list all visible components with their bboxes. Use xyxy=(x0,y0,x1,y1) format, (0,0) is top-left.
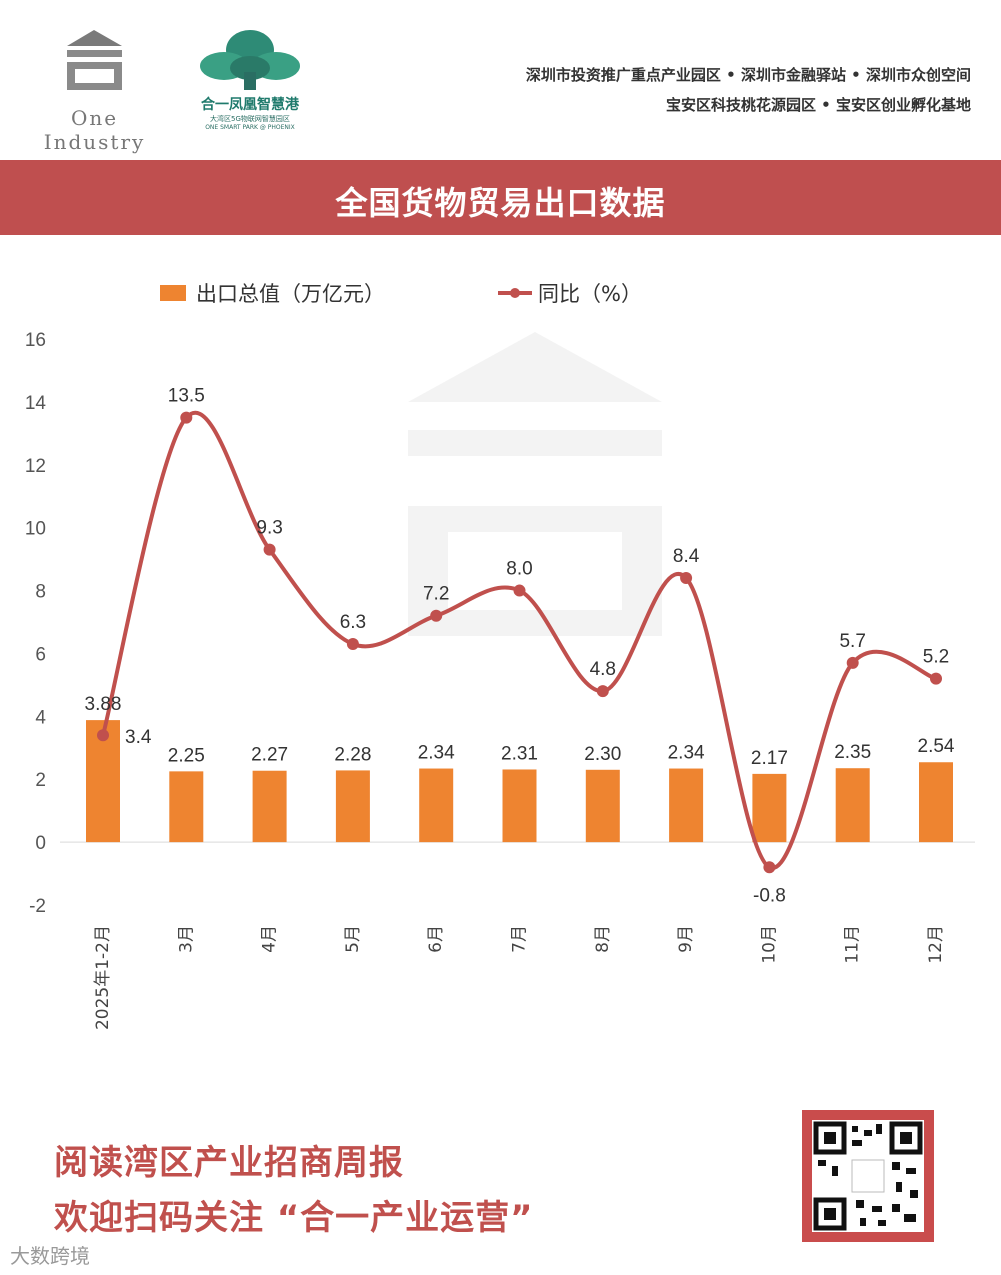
tree-icon xyxy=(200,30,300,90)
yoy-data-label: 4.8 xyxy=(590,659,616,680)
yoy-point xyxy=(680,571,693,584)
y-tick-label: 4 xyxy=(35,707,46,728)
x-tick-label: 2025年1-2月 xyxy=(93,925,113,1030)
export-value-bar xyxy=(669,768,704,843)
x-tick-label: 10月 xyxy=(759,925,779,964)
y-tick-label: 0 xyxy=(35,833,46,854)
export-value-bar xyxy=(169,771,204,843)
bar-data-label: 3.88 xyxy=(85,694,122,715)
tagline-line-1: 深圳市投资推广重点产业园区 • 深圳市金融驿站 • 深圳市众创空间 xyxy=(525,66,971,84)
qr-code-pattern xyxy=(812,1120,924,1232)
export-value-bar xyxy=(835,768,870,843)
bar-data-label: 2.34 xyxy=(418,743,455,764)
x-tick-label: 9月 xyxy=(676,925,696,953)
tagline-line-2: 宝安区科技桃花源园区 • 宝安区创业孵化基地 xyxy=(665,96,971,114)
yoy-point xyxy=(97,729,109,742)
chart-area: -2 0 2 4 6 8 10 12 14 16 2025年1-2月 3月 4月 5月 6月 7月 8月 9月 10… xyxy=(25,330,975,1030)
export-value-bar xyxy=(919,762,953,843)
yoy-point xyxy=(346,638,359,651)
export-value-bar xyxy=(502,769,537,843)
qr-code[interactable] xyxy=(802,1110,934,1242)
y-tick-label: -2 xyxy=(29,896,46,917)
yoy-point xyxy=(263,543,276,556)
yoy-growth-line xyxy=(101,411,937,870)
export-value-bar xyxy=(419,768,454,843)
background-watermark xyxy=(408,332,662,636)
y-tick-label: 14 xyxy=(25,393,47,414)
x-tick-label: 6月 xyxy=(426,925,446,953)
phoenix-park-logo: 合一凤凰智慧港 大湾区5G物联网智慧园区 ONE SMART PARK @ PH… xyxy=(196,28,306,138)
export-value-bar xyxy=(252,770,287,843)
yoy-point xyxy=(596,685,609,698)
phoenix-park-english: ONE SMART PARK @ PHOENIX xyxy=(205,124,295,131)
bar-data-label: 2.17 xyxy=(751,748,788,769)
title-banner: 全国货物贸易出口数据 xyxy=(0,160,1001,235)
qr-icon xyxy=(813,1121,923,1231)
y-tick-label: 2 xyxy=(35,770,46,791)
chart-title: 全国货物贸易出口数据 xyxy=(335,184,666,222)
y-tick-label: 10 xyxy=(25,519,46,540)
x-tick-label: 3月 xyxy=(176,925,196,953)
bar-data-label: 2.28 xyxy=(334,744,371,765)
yoy-data-label: 8.4 xyxy=(673,546,700,567)
phoenix-park-name: 合一凤凰智慧港 xyxy=(201,97,299,113)
bar-data-label: 2.27 xyxy=(251,745,288,766)
bar-data-label: 2.34 xyxy=(668,743,705,764)
corner-watermark: 大数跨境 xyxy=(10,1244,90,1268)
y-tick-label: 8 xyxy=(35,582,46,603)
x-tick-label: 7月 xyxy=(510,925,530,953)
one-industry-logo-icon xyxy=(67,30,122,90)
bar-data-label: 2.54 xyxy=(918,736,955,757)
one-industry-logo-text: One Industry xyxy=(43,106,146,154)
footer-line-2: 欢迎扫码关注 “合一产业运营” xyxy=(54,1198,534,1238)
yoy-data-label: 5.7 xyxy=(839,631,865,652)
legend-bar-label: 出口总值（万亿元） xyxy=(196,282,385,306)
bar-data-label: 2.30 xyxy=(584,744,621,765)
x-tick-label: 5月 xyxy=(343,925,363,953)
legend-bar-swatch xyxy=(160,285,186,301)
export-value-bar xyxy=(752,773,787,843)
yoy-data-label: 3.4 xyxy=(125,727,152,748)
one-industry-logo: One Industry xyxy=(22,30,167,154)
x-tick-label: 8月 xyxy=(593,925,613,953)
export-value-bar xyxy=(335,770,370,843)
x-tick-label: 4月 xyxy=(260,925,280,953)
yoy-point xyxy=(846,656,859,669)
y-tick-label: 12 xyxy=(25,456,46,477)
yoy-data-label: 6.3 xyxy=(340,612,366,633)
bar-data-label: 2.25 xyxy=(168,745,205,766)
header: One Industry 合一凤凰智慧港 大湾区5G物联网智慧园区 ONE SM… xyxy=(0,0,1001,160)
yoy-data-label: -0.8 xyxy=(753,885,786,906)
legend: 出口总值（万亿元） 同比（%） xyxy=(0,278,1001,308)
yoy-point xyxy=(763,861,776,874)
yoy-data-label: 7.2 xyxy=(423,584,449,605)
yoy-data-label: 9.3 xyxy=(256,518,282,539)
footer-line-1: 阅读湾区产业招商周报 xyxy=(54,1143,404,1183)
bar-data-label: 2.31 xyxy=(501,743,538,764)
legend-line-swatch xyxy=(498,288,532,298)
phoenix-park-subtitle: 大湾区5G物联网智慧园区 xyxy=(210,115,290,123)
legend-line-label: 同比（%） xyxy=(538,282,642,306)
yoy-point xyxy=(180,411,193,424)
bar-data-label: 2.35 xyxy=(834,742,871,763)
yoy-point xyxy=(513,584,526,597)
yoy-data-label: 13.5 xyxy=(168,386,205,407)
y-tick-label: 6 xyxy=(35,644,46,665)
yoy-data-label: 8.0 xyxy=(506,559,532,580)
x-tick-label: 12月 xyxy=(926,925,946,964)
yoy-point xyxy=(930,672,942,685)
export-value-bar xyxy=(585,769,620,843)
yoy-data-label: 5.2 xyxy=(923,647,949,668)
x-tick-label: 11月 xyxy=(843,925,863,964)
y-tick-label: 16 xyxy=(25,330,46,351)
yoy-point xyxy=(430,609,443,622)
